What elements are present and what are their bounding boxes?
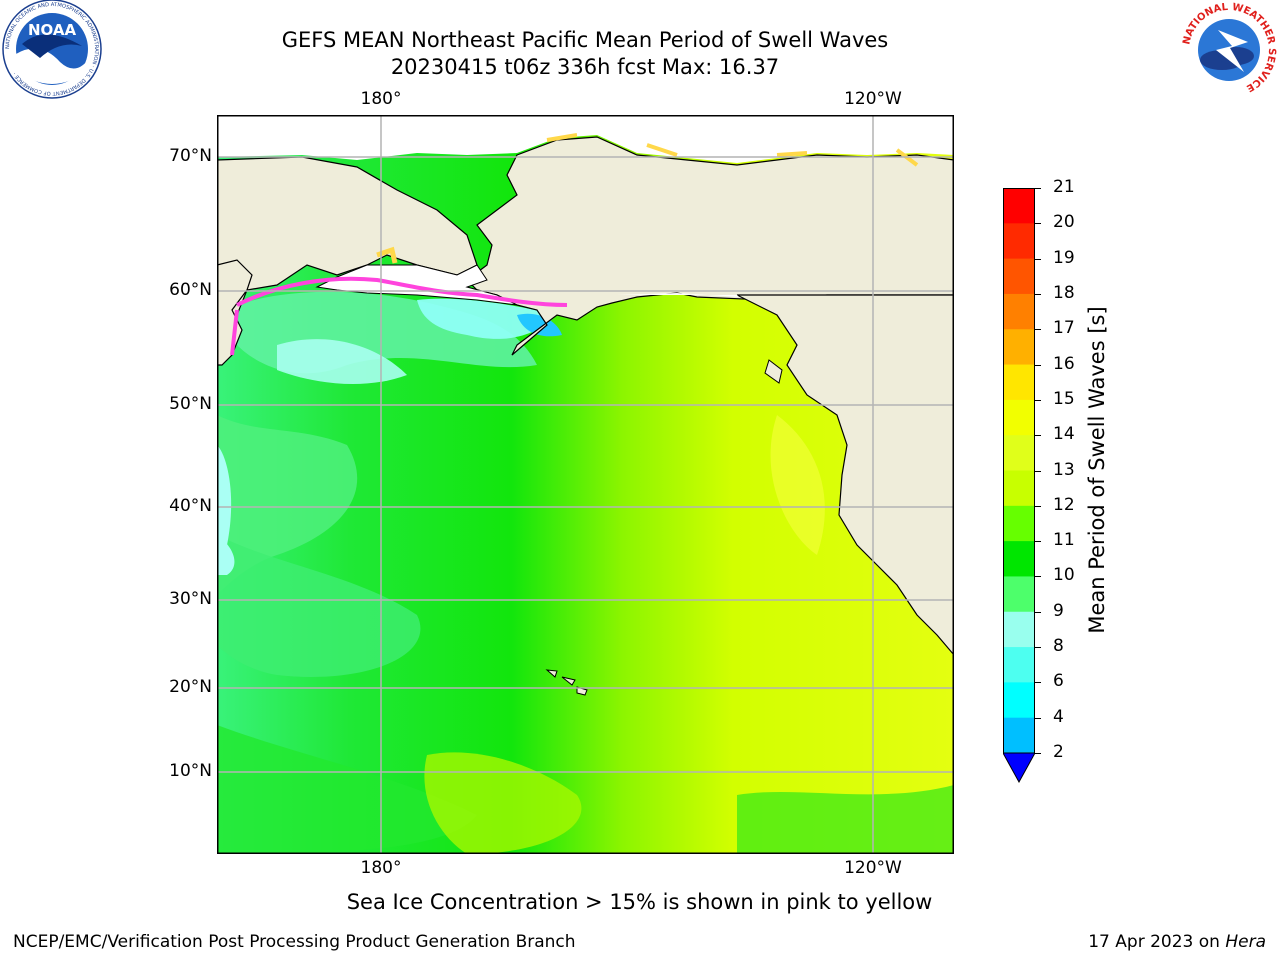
lon-label-top-120w: 120°W (844, 89, 902, 109)
sea-ice-edge (546, 133, 919, 167)
colorbar-bin (1003, 399, 1035, 436)
swell-patch (217, 535, 235, 575)
colorbar-bin (1003, 611, 1035, 648)
swell-patch (277, 339, 407, 385)
colorbar-tick-mark (1035, 399, 1041, 401)
colorbar-tick-label: 4 (1053, 706, 1064, 727)
swell-patch (417, 298, 557, 339)
swell-patch (217, 535, 421, 677)
sea-ice-edge (236, 276, 568, 307)
swell-patch (424, 752, 582, 854)
lat-label-60n: 60°N (169, 280, 212, 300)
colorbar-tick-mark (1035, 682, 1041, 684)
lat-label-30n: 30°N (169, 589, 212, 609)
footer-right: 17 Apr 2023 on Hera (1088, 932, 1266, 952)
colorbar-tick-mark (1035, 470, 1041, 472)
colorbar-bin (1003, 223, 1035, 260)
colorbar-bin (1003, 541, 1035, 577)
nws-logo: NATIONAL WEATHER SERVICE (1178, 0, 1280, 100)
colorbar-tick-mark (1035, 223, 1041, 225)
sea-ice-caption: Sea Ice Concentration > 15% is shown in … (346, 890, 933, 914)
graticule (217, 115, 954, 854)
lat-label-40n: 40°N (169, 496, 212, 516)
lat-label-70n: 70°N (169, 146, 212, 166)
colorbar-tick-mark (1035, 611, 1041, 613)
colorbar-tick-label: 15 (1053, 388, 1075, 409)
lon-label-top-180: 180° (360, 89, 402, 109)
colorbar-tick-mark (1035, 541, 1041, 543)
chart-title: GEFS MEAN Northeast Pacific Mean Period … (281, 28, 889, 52)
colorbar-tick-label: 21 (1053, 177, 1075, 197)
colorbar-tick-label: 12 (1053, 494, 1075, 515)
lat-label-20n: 20°N (169, 677, 212, 697)
colorbar-tick-label: 8 (1053, 636, 1064, 657)
land-vancouver-island (764, 359, 783, 384)
colorbar-bin (1003, 470, 1035, 507)
colorbar-tick-label: 9 (1053, 600, 1064, 621)
colorbar-tick-label: 20 (1053, 212, 1075, 233)
footer-host: Hera (1225, 932, 1266, 952)
swell-patch (217, 725, 477, 854)
colorbar (1002, 188, 1036, 784)
chart-subtitle: 20230415 t06z 336h fcst Max: 16.37 (390, 55, 780, 79)
colorbar-bin (1003, 188, 1035, 224)
map-panel (217, 115, 954, 854)
colorbar-bin (1003, 329, 1035, 366)
land-alaska (466, 136, 954, 356)
noaa-logo: NOAA NATIONAL OCEANIC AND ATMOSPHERIC AD… (0, 0, 105, 100)
colorbar-tick-label: 14 (1053, 424, 1075, 445)
lat-label-10n: 10°N (169, 761, 212, 781)
colorbar-tick-label: 2 (1053, 742, 1064, 762)
land-siberia (217, 156, 478, 326)
colorbar-tick-mark (1035, 258, 1041, 260)
map-border (217, 115, 954, 854)
colorbar-tick-label: 16 (1053, 353, 1075, 374)
colorbar-bin (1003, 258, 1035, 295)
colorbar-bin (1003, 717, 1035, 754)
colorbar-tick-label: 13 (1053, 459, 1075, 480)
swell-patch (217, 445, 232, 545)
footer-date: 17 Apr 2023 on (1088, 932, 1226, 952)
lon-label-bottom-120w: 120°W (844, 858, 902, 878)
colorbar-tick-mark (1035, 329, 1041, 331)
map-svg (217, 115, 954, 854)
colorbar-tick-mark (1035, 717, 1041, 719)
noaa-logo-text: NOAA (28, 21, 77, 39)
colorbar-tick-mark (1035, 505, 1041, 507)
colorbar-bin (1003, 435, 1035, 471)
colorbar-tick-label: 19 (1053, 247, 1075, 268)
swell-patch (517, 313, 562, 337)
colorbar-tick-mark (1035, 364, 1041, 366)
footer-left: NCEP/EMC/Verification Post Processing Pr… (13, 932, 576, 952)
colorbar-label: Mean Period of Swell Waves [s] (1085, 306, 1109, 634)
lat-label-50n: 50°N (169, 394, 212, 414)
colorbar-tick-mark (1035, 188, 1041, 189)
colorbar-bin (1003, 647, 1035, 683)
colorbar-bin (1003, 293, 1035, 330)
colorbar-bin (1003, 505, 1035, 542)
sea-ice-edge (376, 246, 398, 264)
colorbar-tick-label: 11 (1053, 530, 1075, 551)
colorbar-tick-mark (1035, 647, 1041, 649)
colorbar-tick-mark (1035, 435, 1041, 437)
colorbar-extend-triangle (1002, 752, 1036, 784)
colorbar-tick-mark (1035, 293, 1041, 295)
colorbar-bin (1003, 682, 1035, 719)
colorbar-tick-label: 10 (1053, 565, 1075, 586)
swell-patch (737, 785, 954, 854)
land-north-america (736, 294, 954, 656)
colorbar-outline (1003, 188, 1035, 754)
colorbar-tick-label: 18 (1053, 282, 1075, 303)
sea-ice-edge (230, 309, 239, 356)
colorbar-tick-mark (1035, 753, 1041, 754)
colorbar-tick-label: 6 (1053, 671, 1064, 692)
colorbar-tick-label: 17 (1053, 318, 1075, 339)
swell-patch (770, 415, 825, 555)
colorbar-bin (1003, 576, 1035, 613)
colorbar-tick-mark (1035, 576, 1041, 578)
colorbar-bin (1003, 364, 1035, 401)
lon-label-bottom-180: 180° (360, 858, 402, 878)
